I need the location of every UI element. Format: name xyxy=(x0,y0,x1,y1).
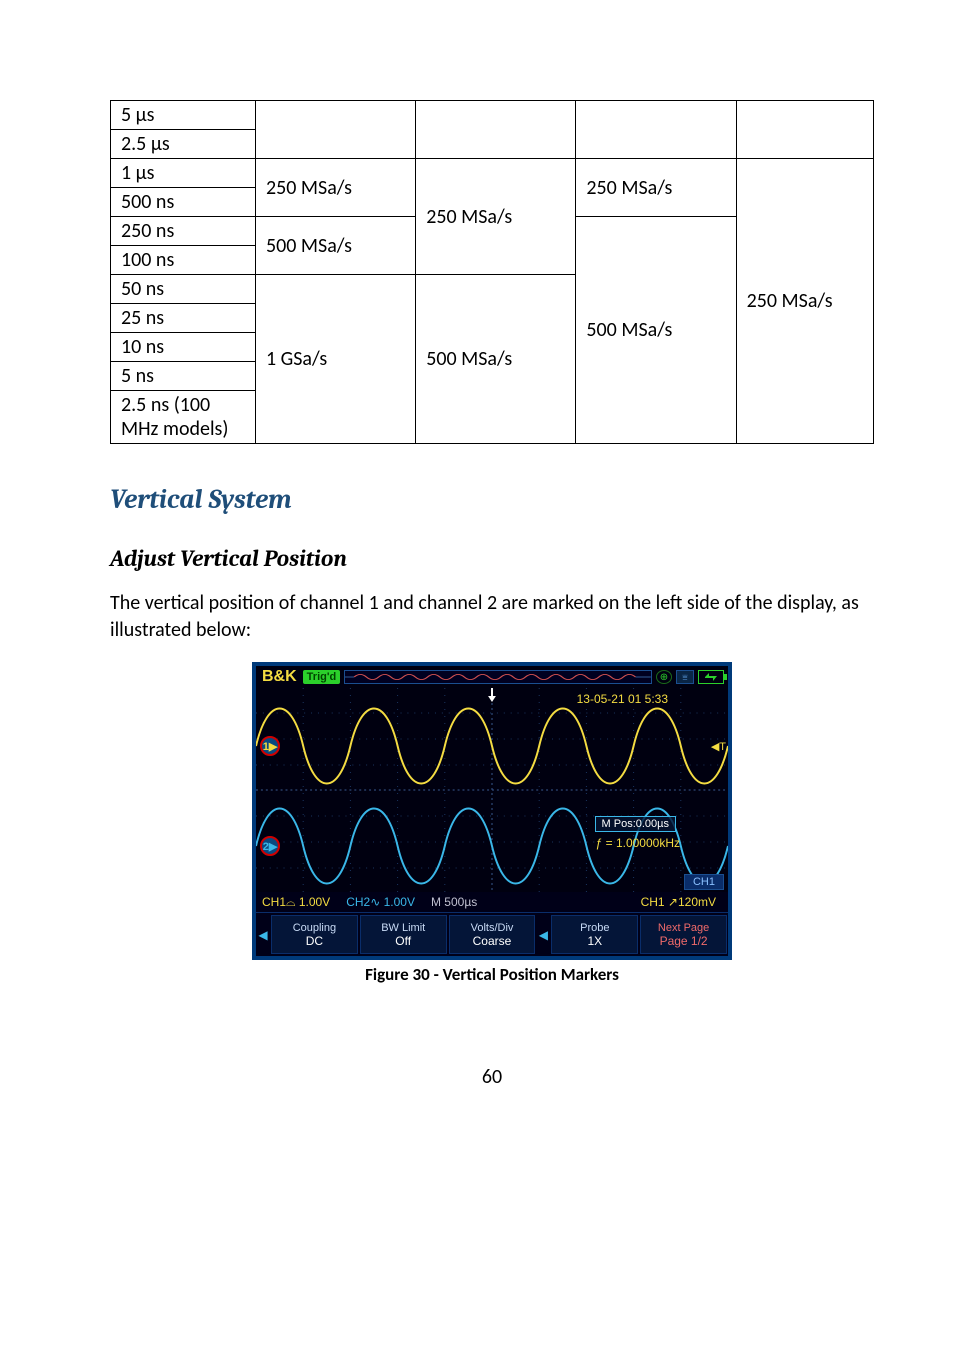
softkey-bwlimit: BW Limit Off xyxy=(360,915,447,954)
network-icon: ⊕ xyxy=(656,670,672,684)
figure-wrapper: B&K Trig'd ⊕ ⩸ xyxy=(110,662,874,985)
scope-grid-svg xyxy=(256,688,728,892)
softkey-label: Next Page xyxy=(658,922,709,934)
softkey-voltsdiv: Volts/Div Coarse xyxy=(449,915,536,954)
trigger-status-badge: Trig'd xyxy=(303,670,341,684)
row-1us: 1 µs xyxy=(111,159,256,188)
softkey-nextpage: Next Page Page 1/2 xyxy=(640,915,727,954)
battery-icon xyxy=(698,670,724,684)
col1-500msa: 500 MSa/s xyxy=(255,217,415,275)
scope-softkey-menu: ◀ Coupling DC BW Limit Off Volts/Div Coa… xyxy=(256,912,728,956)
ch2-scale-readout: CH2∿ 1.00V xyxy=(346,895,415,909)
row-500ns: 500 ns xyxy=(111,188,256,217)
scope-info-bar: CH1⌓ 1.00V CH2∿ 1.00V M 500µs CH1 ↗120mV xyxy=(256,892,728,912)
subsection-heading: Adjust Vertical Position xyxy=(110,545,874,572)
col3-500msa: 500 MSa/s xyxy=(576,217,736,444)
top-icons: ⊕ ⩸ xyxy=(656,670,724,684)
row-2p5ns: 2.5 ns (100 MHz models) xyxy=(111,391,256,444)
usb-icon: ⩸ xyxy=(676,670,694,684)
col1-empty-top xyxy=(255,101,415,159)
row-5us: 5 µs xyxy=(111,101,256,130)
col2-500msa: 500 MSa/s xyxy=(416,275,576,444)
col1-250msa: 250 MSa/s xyxy=(255,159,415,217)
softkey-value: Off xyxy=(395,934,411,948)
row-100ns: 100 ns xyxy=(111,246,256,275)
frequency-readout: ƒ = 1.00000kHz xyxy=(596,836,680,850)
page-number: 60 xyxy=(110,1065,874,1089)
active-channel-indicator: CH1 xyxy=(684,874,724,890)
col4-250msa: 250 MSa/s xyxy=(736,159,873,444)
softkey-value: 1X xyxy=(587,934,602,948)
softkey-label: BW Limit xyxy=(381,922,425,934)
row-250ns: 250 ns xyxy=(111,217,256,246)
ch2-position-marker: 2▶ xyxy=(260,836,280,856)
menu-scroll-mid-icon: ◀ xyxy=(536,913,550,956)
ch1-position-marker: 1▶ xyxy=(260,736,280,756)
timebase-readout: M 500µs xyxy=(431,895,477,909)
col4-empty-top xyxy=(736,101,873,159)
col2-empty-top xyxy=(416,101,576,159)
softkey-label: Volts/Div xyxy=(471,922,514,934)
softkey-label: Coupling xyxy=(293,922,336,934)
sample-rate-table: 5 µs 2.5 µs 1 µs 250 MSa/s 250 MSa/s 250… xyxy=(110,100,874,444)
softkey-probe: Probe 1X xyxy=(551,915,638,954)
brand-label: B&K xyxy=(260,668,299,686)
trigger-readout: CH1 ↗120mV xyxy=(641,895,716,909)
softkey-value: Coarse xyxy=(473,934,512,948)
softkey-value: Page 1/2 xyxy=(660,934,708,948)
row-2p5us: 2.5 µs xyxy=(111,130,256,159)
softkey-label: Probe xyxy=(580,922,609,934)
menu-scroll-left-icon: ◀ xyxy=(256,913,270,956)
row-25ns: 25 ns xyxy=(111,304,256,333)
m-position-readout: M Pos:0.00µs xyxy=(595,816,676,832)
col3-250msa: 250 MSa/s xyxy=(576,159,736,217)
softkey-value: DC xyxy=(306,934,323,948)
col1-1gsa: 1 GSa/s xyxy=(255,275,415,444)
section-heading: Vertical System xyxy=(110,484,874,515)
row-10ns: 10 ns xyxy=(111,333,256,362)
ch1-scale-readout: CH1⌓ 1.00V xyxy=(262,895,330,910)
body-paragraph: The vertical position of channel 1 and c… xyxy=(110,590,874,644)
scope-datetime: 13-05-21 01 5:33 xyxy=(577,692,668,706)
col3-empty-top xyxy=(576,101,736,159)
oscilloscope-figure: B&K Trig'd ⊕ ⩸ xyxy=(252,662,732,960)
scope-top-bar: B&K Trig'd ⊕ ⩸ xyxy=(256,666,728,688)
waveform-preview xyxy=(344,670,652,684)
row-5ns: 5 ns xyxy=(111,362,256,391)
row-50ns: 50 ns xyxy=(111,275,256,304)
figure-caption: Figure 30 - Vertical Position Markers xyxy=(110,964,874,985)
trigger-level-marker: ◀T xyxy=(711,740,726,753)
softkey-coupling: Coupling DC xyxy=(271,915,358,954)
scope-graph: 13-05-21 01 5:33 1▶ 2▶ ◀T M Pos:0.00µs ƒ… xyxy=(256,688,728,892)
col2-250msa: 250 MSa/s xyxy=(416,159,576,275)
